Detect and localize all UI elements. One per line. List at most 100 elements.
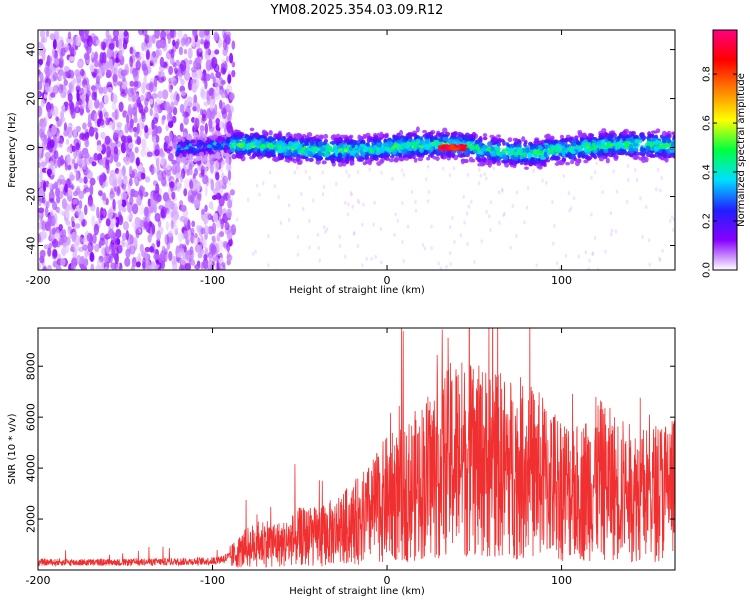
heat-cell (509, 245, 512, 250)
heat-cell (421, 242, 425, 247)
heat-cell (452, 166, 456, 171)
heat-cell (194, 264, 201, 270)
colorbar-ticks: 0.00.20.40.60.8 (702, 66, 737, 278)
heat-cell (166, 163, 171, 171)
heat-cell (151, 34, 156, 44)
heat-cell (164, 101, 171, 112)
heat-cell (321, 160, 327, 165)
heat-cell (279, 220, 283, 225)
heat-cell (465, 211, 469, 216)
heat-cell (225, 137, 231, 143)
heat-cell (58, 83, 64, 94)
heat-cell (50, 209, 54, 217)
heat-cell (228, 165, 231, 170)
heat-cell (574, 145, 579, 151)
heat-cell (492, 166, 495, 171)
heat-cell (166, 112, 173, 123)
heat-cell (38, 221, 42, 230)
heat-cell (379, 158, 385, 163)
heat-cell (527, 153, 532, 159)
heat-cell (202, 157, 207, 162)
heat-cell (103, 111, 109, 120)
heat-cell (231, 153, 237, 160)
heat-cell (558, 152, 563, 157)
heat-cell (523, 220, 526, 225)
heat-cell (477, 150, 483, 155)
heat-cell (215, 172, 220, 181)
heat-cell (267, 234, 270, 239)
heat-cell (213, 134, 218, 140)
y-tick-label: 6000 (25, 403, 38, 431)
heat-cell (344, 157, 349, 162)
heat-cell (320, 147, 326, 152)
heat-cell (601, 190, 604, 195)
heat-cell (48, 197, 55, 204)
heat-cell (44, 82, 50, 93)
heat-cell (446, 151, 451, 158)
heat-cell (521, 136, 526, 142)
heat-cell (233, 225, 236, 230)
heat-cell (621, 130, 627, 137)
heat-cell (148, 81, 154, 93)
heat-cell (196, 103, 201, 113)
heat-cell (89, 251, 95, 262)
heat-cell (317, 245, 320, 250)
heat-cell (316, 232, 320, 237)
heat-cell (318, 258, 321, 263)
heat-cell (38, 212, 42, 219)
heat-cell (227, 199, 233, 209)
heat-cell (346, 212, 350, 217)
heat-cell (218, 231, 225, 238)
heat-cell (463, 135, 469, 141)
heat-cell (155, 134, 160, 143)
heat-cell (144, 125, 149, 133)
heat-cell (661, 248, 664, 253)
heat-cell (534, 138, 540, 144)
heat-cell (356, 244, 360, 249)
heat-cell (58, 174, 65, 183)
heat-cell (86, 83, 91, 94)
heat-cell (535, 158, 541, 164)
heat-cell (332, 134, 337, 139)
heat-cell (113, 150, 119, 163)
heat-cell (359, 156, 365, 162)
heat-cell (561, 157, 567, 162)
heat-cell (155, 49, 160, 59)
heat-cell (216, 233, 221, 242)
heat-cell (426, 156, 431, 161)
heat-cell (604, 249, 607, 254)
heat-cell (226, 149, 232, 154)
heat-cell (89, 184, 94, 196)
spectrogram-heatmap (38, 30, 675, 270)
heat-cell (111, 248, 115, 257)
heat-cell (53, 212, 58, 224)
heat-cell (166, 210, 173, 219)
y-tick-label: 2000 (25, 505, 38, 533)
heat-cell (74, 223, 81, 229)
heat-cell (325, 227, 329, 232)
heat-cell (194, 232, 198, 239)
heat-cell (661, 130, 667, 137)
heat-cell (190, 259, 196, 266)
heat-cell (139, 243, 144, 253)
heat-cell (84, 258, 89, 267)
heat-cell (96, 144, 103, 152)
heat-cell (451, 152, 455, 159)
heat-cell (76, 78, 82, 88)
heat-cell (359, 149, 364, 155)
heat-cell (128, 142, 134, 150)
heat-cell (135, 256, 142, 264)
heat-cell (437, 261, 440, 266)
heat-cell (639, 196, 642, 201)
heat-cell (628, 147, 635, 154)
heat-cell (607, 153, 613, 158)
heat-cell (338, 244, 342, 249)
heat-cell (106, 36, 112, 42)
heat-cell (314, 134, 320, 139)
heat-cell (442, 127, 448, 134)
heat-cell (378, 153, 385, 159)
heat-cell (484, 151, 491, 157)
heat-cell (196, 139, 203, 144)
